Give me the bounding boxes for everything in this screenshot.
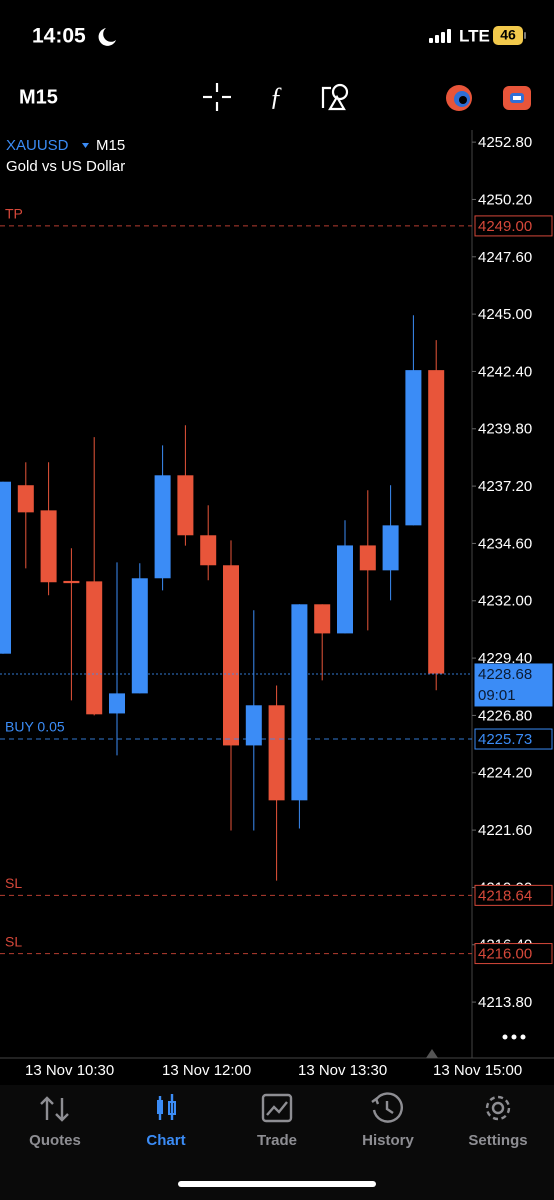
tabs: Quotes Chart Trade History Settings	[29, 1132, 527, 1149]
x-tick-label: 13 Nov 13:30	[298, 1062, 387, 1079]
account-button[interactable]	[446, 85, 472, 111]
candle-body	[382, 525, 399, 571]
network: LTE	[459, 26, 490, 45]
candle-body	[359, 545, 376, 571]
price-line-label: BUY 0.05	[5, 719, 65, 735]
plot: 4252.80 4250.20 4247.60 4245.00 4242.40 4239.…	[0, 130, 554, 1079]
y-tick-label: 4229.40	[478, 650, 532, 667]
symbol-description: Gold vs US Dollar	[6, 158, 125, 175]
timeframe-button[interactable]: M15	[19, 86, 58, 108]
symbol[interactable]: XAUUSD	[6, 137, 69, 154]
settings-icon	[485, 1095, 511, 1121]
price-line-label: SL	[5, 875, 22, 891]
price-box	[474, 215, 553, 237]
candle-body	[40, 510, 57, 583]
price-box	[474, 884, 553, 906]
more-button[interactable]	[502, 1034, 526, 1040]
y-tick-label: 4239.80	[478, 421, 532, 438]
tab-icons	[40, 1092, 511, 1123]
y-tick-label: 4213.80	[478, 994, 532, 1011]
candle-body	[268, 705, 285, 801]
y-tick-label: 4224.20	[478, 765, 532, 782]
candle-body	[86, 581, 103, 715]
y-tick-label: 4221.60	[478, 822, 532, 839]
y-tick-label: 4232.00	[478, 593, 532, 610]
moon-icon	[98, 28, 116, 46]
y-tick-label: 4242.40	[478, 363, 532, 380]
home-indicator	[178, 1181, 376, 1187]
candle-body	[17, 485, 34, 513]
price-box-label: 4249.00	[478, 218, 532, 235]
indicator-button[interactable]: ƒ	[270, 82, 283, 111]
y-tick-label: 4252.80	[478, 134, 532, 151]
history-icon	[371, 1092, 403, 1123]
candle-body	[154, 475, 171, 579]
battery-level: 46	[500, 27, 516, 43]
tab-label[interactable]: Trade	[257, 1132, 297, 1149]
y-tick-label: 4250.20	[478, 191, 532, 208]
y-tick-label: 4245.00	[478, 306, 532, 323]
price-line-label: SL	[5, 933, 22, 949]
price-box-label: 4218.64	[478, 887, 532, 904]
chart-icon	[157, 1094, 176, 1120]
trade-icon	[261, 1093, 293, 1123]
y-tick-label: 4226.80	[478, 707, 532, 724]
x-tick-label: 13 Nov 10:30	[25, 1062, 114, 1079]
battery	[493, 26, 523, 45]
price-line-label: TP	[5, 206, 23, 222]
tab-label[interactable]: History	[362, 1132, 414, 1149]
candle-body	[131, 578, 148, 694]
symbol-dropdown[interactable]	[82, 143, 89, 148]
candle-body	[337, 545, 353, 634]
scroll-marker	[426, 1049, 438, 1058]
y-tick-label: 4234.60	[478, 535, 532, 552]
quotes-icon	[40, 1096, 69, 1122]
crosshair-button[interactable]	[203, 83, 231, 111]
candle-body	[63, 580, 80, 584]
x-tick-label: 13 Nov 15:00	[433, 1062, 522, 1079]
candle-body	[314, 604, 331, 634]
tab-bar	[0, 1085, 554, 1200]
candle-body	[0, 481, 11, 654]
y-tick-label: 4247.60	[478, 249, 532, 266]
tab-label[interactable]: Quotes	[29, 1132, 81, 1149]
trade-button[interactable]	[503, 86, 531, 110]
tab-label[interactable]: Settings	[468, 1132, 527, 1149]
candle-body	[200, 535, 217, 566]
signal-icon	[429, 29, 451, 43]
price-box-label: 4216.00	[478, 946, 532, 963]
price-box	[474, 728, 553, 750]
candle-body	[223, 565, 239, 746]
chart-timeframe: M15	[96, 137, 125, 154]
objects-button[interactable]	[321, 83, 349, 111]
y-tick-label: 4237.20	[478, 478, 532, 495]
price-box-label: 4225.73	[478, 731, 532, 748]
candle-body	[245, 705, 262, 746]
clock: 14:05	[32, 25, 86, 48]
candle-body	[291, 604, 308, 801]
candle-body	[428, 370, 445, 674]
countdown: 09:01	[478, 687, 516, 704]
x-tick-label: 13 Nov 12:00	[162, 1062, 251, 1079]
price-box-label: 4228.68	[478, 666, 532, 683]
tab-label[interactable]: Chart	[146, 1132, 185, 1149]
price-box	[474, 943, 553, 965]
candle-body	[177, 475, 194, 536]
candle-body	[109, 693, 125, 714]
battery-tip	[524, 32, 526, 39]
price-box	[474, 663, 553, 707]
candle-body	[405, 370, 422, 526]
